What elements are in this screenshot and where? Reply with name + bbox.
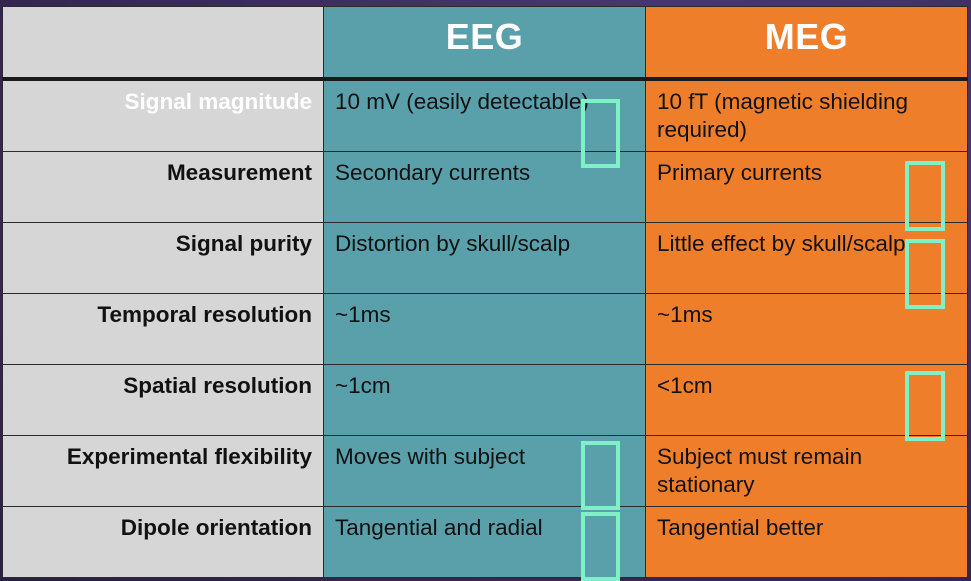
row-label: Experimental flexibility xyxy=(66,444,312,469)
eeg-value-cell: Secondary currents xyxy=(323,151,646,223)
eeg-value: Secondary currents xyxy=(335,160,531,185)
header-eeg-cell: EEG xyxy=(323,6,646,81)
meg-value: Subject must remain stationary xyxy=(657,444,863,497)
row-label-cell: Signal purity xyxy=(2,222,324,294)
table-row: Experimental flexibility Moves with subj… xyxy=(2,435,968,507)
eeg-value-cell: ~1ms xyxy=(323,293,646,365)
header-meg-cell: MEG xyxy=(645,6,968,81)
meg-value: Tangential better xyxy=(657,515,824,540)
missing-glyph-icon xyxy=(581,99,620,168)
row-label-cell: Experimental flexibility xyxy=(2,435,324,507)
row-label-cell: Temporal resolution xyxy=(2,293,324,365)
header-empty-cell xyxy=(2,6,324,81)
table-header-row: EEG MEG xyxy=(2,6,968,81)
table-row: Temporal resolution ~1ms ~1ms xyxy=(2,293,968,365)
eeg-value-cell: Tangential and radial xyxy=(323,506,646,578)
row-label: Temporal resolution xyxy=(97,302,312,327)
row-label-cell: Signal magnitude xyxy=(2,78,324,152)
meg-column-heading: MEG xyxy=(764,16,849,57)
meg-value: <1cm xyxy=(657,373,713,398)
eeg-value-cell: Moves with subject xyxy=(323,435,646,507)
eeg-value: Distortion by skull/scalp xyxy=(335,231,571,256)
row-label: Signal purity xyxy=(175,231,312,256)
meg-value-cell: 10 fT (magnetic shielding required) xyxy=(645,78,968,152)
eeg-value-cell: 10 mV (easily detectable) xyxy=(323,78,646,152)
row-label: Dipole orientation xyxy=(120,515,312,540)
comparison-table: EEG MEG Signal magnitude 10 mV (easily d… xyxy=(2,6,968,578)
missing-glyph-icon xyxy=(905,239,945,309)
eeg-value: ~1cm xyxy=(335,373,391,398)
table-row: Spatial resolution ~1cm <1cm xyxy=(2,364,968,436)
eeg-value: Moves with subject xyxy=(335,444,526,469)
table-row: Signal magnitude 10 mV (easily detectabl… xyxy=(2,78,968,152)
eeg-value: Tangential and radial xyxy=(335,515,543,540)
eeg-value: ~1ms xyxy=(335,302,391,327)
missing-glyph-icon xyxy=(905,161,945,231)
meg-value: Primary currents xyxy=(657,160,823,185)
table-row: Signal purity Distortion by skull/scalp … xyxy=(2,222,968,294)
eeg-value-cell: Distortion by skull/scalp xyxy=(323,222,646,294)
row-label-cell: Spatial resolution xyxy=(2,364,324,436)
row-label-cell: Measurement xyxy=(2,151,324,223)
meg-value: Little effect by skull/scalp xyxy=(657,231,906,256)
meg-value: 10 fT (magnetic shielding required) xyxy=(657,89,908,142)
table-row: Dipole orientation Tangential and radial… xyxy=(2,506,968,578)
row-label: Spatial resolution xyxy=(123,373,312,398)
eeg-value-cell: ~1cm xyxy=(323,364,646,436)
table-row: Measurement Secondary currents Primary c… xyxy=(2,151,968,223)
missing-glyph-icon xyxy=(581,512,620,581)
meg-value-cell: Subject must remain stationary xyxy=(645,435,968,507)
row-label: Measurement xyxy=(166,160,312,185)
eeg-column-heading: EEG xyxy=(445,16,524,57)
meg-value-cell: Tangential better xyxy=(645,506,968,578)
missing-glyph-icon xyxy=(905,371,945,441)
eeg-value: 10 mV (easily detectable) xyxy=(335,89,589,114)
meg-value: ~1ms xyxy=(657,302,713,327)
row-label: Signal magnitude xyxy=(124,89,312,114)
meg-value-cell: <1cm xyxy=(645,364,968,436)
row-label-cell: Dipole orientation xyxy=(2,506,324,578)
missing-glyph-icon xyxy=(581,441,620,510)
